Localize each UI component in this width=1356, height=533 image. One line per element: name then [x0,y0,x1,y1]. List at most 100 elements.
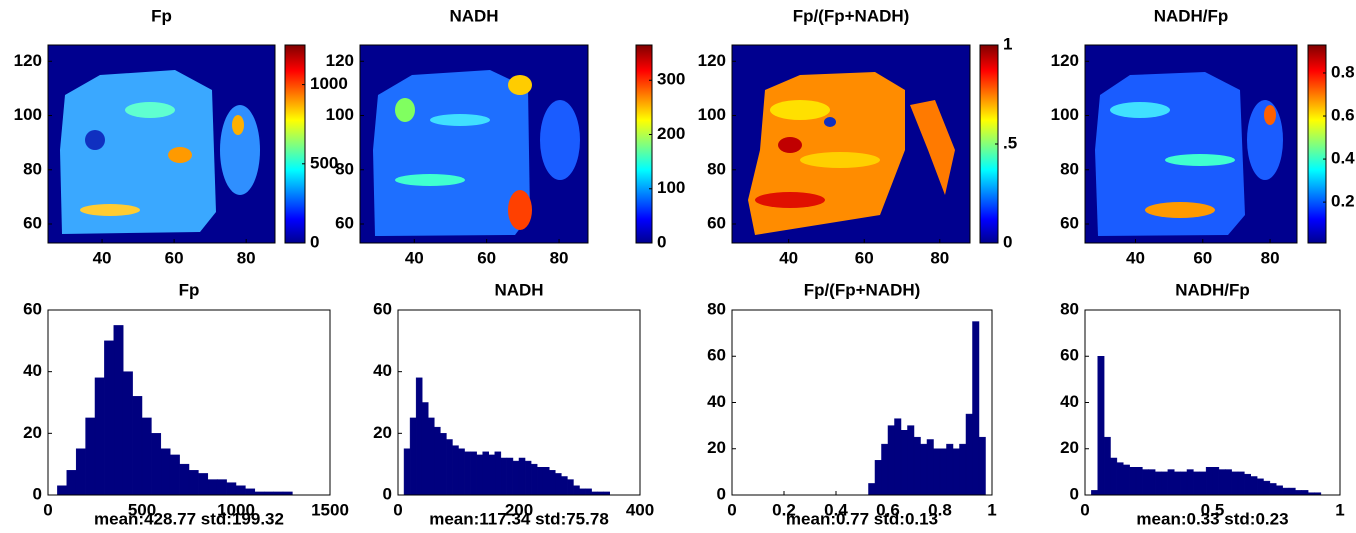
x-tick-label: 1000 [217,500,255,519]
histogram-bar [536,467,544,496]
x-tick-label: 0.8 [928,500,952,519]
chart-title: Fp [151,6,172,25]
histogram-bar [579,488,586,496]
y-tick-label: 80 [1060,299,1079,318]
x-tick-label: 1 [1335,500,1344,519]
y-tick-label: 20 [373,423,392,442]
histogram-bar [452,445,459,496]
colorbar-tick-label: 100 [657,178,685,197]
x-tick-label: 0 [727,500,736,519]
histogram-bar [959,443,967,496]
histogram-bar [518,457,526,496]
axes-frame [1084,309,1341,496]
heatmap-image [360,45,588,243]
histogram-bar [488,454,496,496]
chart-title: Fp/(Fp+NADH) [793,6,910,25]
histogram-bar [132,396,143,496]
histogram-bar [1186,469,1194,496]
y-tick-label: 60 [1060,346,1079,365]
chart-title: Fp/(Fp+NADH) [804,280,921,299]
x-axis-label: mean:428.77 std:199.32 [94,509,284,528]
y-tick-label: 60 [1060,213,1079,232]
histogram-bar [113,325,124,496]
colorbar-tick-label: 0.2 [1331,192,1355,211]
histogram-bar [585,488,592,496]
histogram-bar [887,425,895,496]
histogram-bar [476,454,483,496]
axes-frame [731,309,993,496]
y-tick-label: 60 [23,213,42,232]
histogram-bar [1142,469,1149,496]
y-tick-label: 60 [373,299,392,318]
x-axis-label: mean:0.77 std:0.13 [786,509,938,528]
x-tick-label: 80 [1261,248,1280,267]
histogram-bar [1295,490,1302,496]
histogram-bar [972,321,980,496]
histogram-bar [1174,471,1181,496]
histogram-bar [169,454,180,496]
y-tick-label: 60 [335,213,354,232]
y-tick-label: 100 [14,105,42,124]
histogram-bar [555,473,562,496]
y-tick-label: 20 [707,438,726,457]
heatmap-image [48,45,275,243]
chart-title: NADH [494,280,543,299]
histogram-bar [1250,476,1258,496]
histogram-bar [952,448,960,496]
histogram-bar [434,426,441,496]
histogram-bar [933,448,941,496]
y-tick-label: 80 [335,159,354,178]
histogram-bar [1199,471,1207,496]
histogram-bar [1167,469,1175,496]
x-tick-label: 0 [1080,500,1089,519]
colorbar [284,44,306,244]
histogram-bar [458,448,465,496]
histogram-bar [85,417,96,496]
histogram-bar [122,371,133,496]
histogram-bar [66,470,77,496]
histogram-bar [188,470,199,496]
colorbar-tick-label: 0.4 [1331,149,1355,168]
histogram-bar [1193,471,1200,496]
histogram-bar [226,482,237,496]
histogram-bar [926,439,934,496]
y-tick-label: 120 [14,51,42,70]
histogram-bar [1148,469,1156,496]
histogram-bar [939,448,947,496]
x-tick-label: 0.5 [1201,500,1225,519]
y-tick-label: 100 [698,105,726,124]
histogram-bar [573,485,580,496]
histogram-bar [151,433,162,496]
colorbar [635,44,653,244]
histogram-bar [1123,464,1130,496]
histogram-bar [160,448,171,496]
histogram-bar [1161,471,1169,496]
histogram-bar [1301,490,1309,496]
histogram-bar [913,436,921,496]
colorbar-tick-label: 0 [657,232,666,251]
histogram-bar [75,448,86,496]
y-tick-label: 80 [707,159,726,178]
x-tick-label: 80 [930,248,949,267]
histogram-bar [978,436,986,496]
histogram-bar [524,460,532,496]
x-tick-label: 400 [626,500,654,519]
y-tick-label: 0 [383,484,392,503]
histogram-bar [198,473,209,496]
x-tick-label: 40 [779,248,798,267]
histogram-bar [421,402,429,496]
x-tick-label: 1500 [311,500,349,519]
histogram-bar [512,460,520,496]
axes-frame [397,309,641,496]
histogram-bar [94,377,105,496]
x-tick-label: 40 [1126,248,1145,267]
histogram-bar [1180,471,1188,496]
y-tick-label: 60 [23,299,42,318]
heatmap-image [1085,45,1297,243]
x-tick-label: 60 [165,248,184,267]
x-tick-label: 0.4 [824,500,848,519]
histogram-bar [179,463,190,496]
x-tick-label: 60 [855,248,874,267]
x-tick-label: 80 [550,248,569,267]
y-tick-label: 60 [707,346,726,365]
